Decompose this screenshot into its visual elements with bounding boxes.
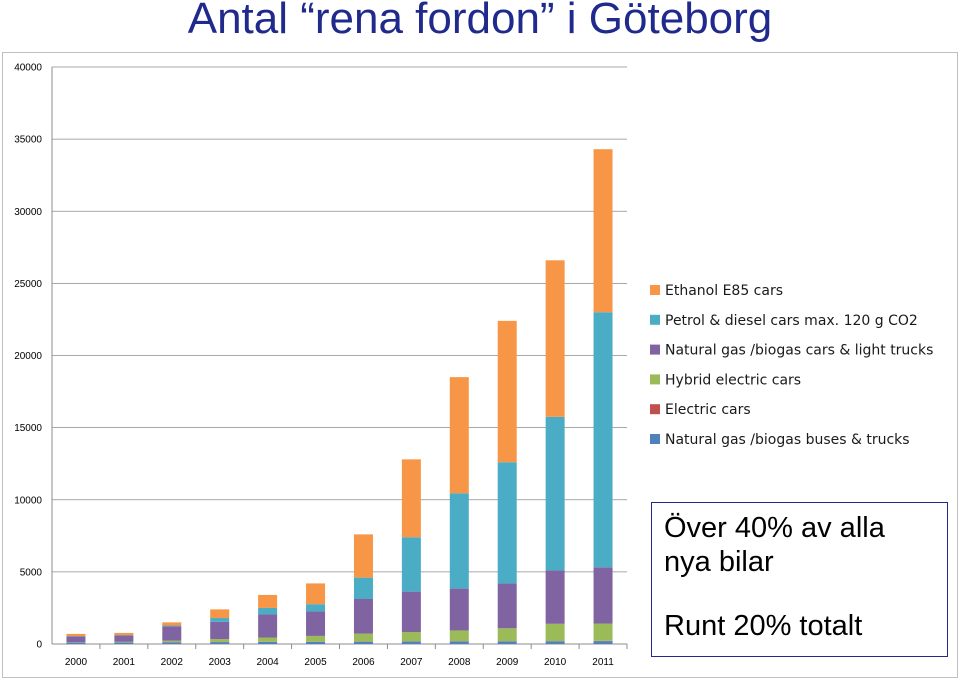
bar-segment [306,641,326,644]
bar-segment [545,260,565,417]
x-tick-label: 2010 [544,657,567,668]
legend-swatch [650,374,660,385]
x-tick-label: 2008 [448,657,471,668]
bar-segment [114,635,134,642]
chart-frame [2,52,958,678]
bar-segment [401,537,421,592]
bar-segment [593,312,613,568]
bar-segment [593,567,613,624]
bar-segment [545,623,565,642]
bar-segment [306,611,326,636]
bar-segment [258,607,278,615]
bar-segment [114,632,134,636]
bar-segment [258,641,278,644]
bar-segment [545,641,565,644]
page-title: Antal “rena fordon” i Göteborg [187,0,773,43]
y-tick-label: 25000 [14,279,42,290]
x-tick-label: 2004 [257,657,280,668]
bar-segment [449,377,469,494]
bar-segment [401,632,421,642]
bar-segment [353,641,373,644]
bar-segment [66,633,86,637]
legend-label: Natural gas /biogas cars & light trucks [665,343,933,359]
legend-swatch [650,314,660,325]
bar-segment [353,633,373,642]
callout-box: Över 40% av alla nya bilar Runt 20% tota… [651,502,948,657]
bar-segment [306,583,326,605]
bar-segment [497,583,517,629]
x-tick-label: 2005 [304,657,327,668]
bar-segment [449,630,469,642]
bar-segment [210,642,230,644]
bar-segment [162,640,182,643]
callout-line-1: Över 40% av alla [664,512,885,544]
bar-segment [497,628,517,642]
legend-label: Natural gas /biogas buses & trucks [665,432,910,448]
callout-line-3: Runt 20% totalt [664,610,863,642]
x-tick-label: 2000 [65,657,88,668]
x-tick-label: 2002 [161,657,184,668]
legend-swatch [650,285,660,295]
bar-segment [162,622,182,626]
bar-segment [114,641,134,643]
bar-segment [258,594,278,608]
bar-segment [401,591,421,633]
y-tick-label: 20000 [14,351,42,362]
bar-segment [114,642,134,644]
y-tick-label: 40000 [14,63,42,74]
bar-segment [497,462,517,584]
bar-segment [162,642,182,644]
legend-label: Ethanol E85 cars [665,283,783,299]
legend-label: Hybrid electric cars [665,372,801,388]
bar-segment [353,598,373,634]
legend-label: Electric cars [665,402,751,418]
callout-line-2: nya bilar [664,546,774,578]
bar-segment [449,641,469,644]
bar-segment [497,641,517,644]
bar-segment [401,641,421,644]
bar-segment [593,641,613,644]
bar-segment [210,618,230,622]
bar-segment [497,320,517,463]
y-tick-label: 30000 [14,207,42,218]
bar-segment [258,637,278,642]
bar-segment [210,639,230,642]
bar-segment [401,459,421,538]
bar-segment [545,570,565,624]
bar-segment [306,604,326,612]
y-tick-label: 10000 [14,495,42,506]
bar-segment [162,625,182,627]
bar-segment [66,642,86,644]
bar-segment [66,636,86,643]
bar-segment [210,621,230,640]
legend-swatch [650,434,660,444]
bar-segment [353,534,373,578]
x-tick-label: 2007 [400,657,423,668]
y-tick-label: 35000 [14,135,42,146]
bar-segment [306,635,326,642]
legend-swatch [650,404,660,415]
bar-segment [545,416,565,571]
x-tick-label: 2001 [113,657,136,668]
x-tick-label: 2006 [352,657,375,668]
x-tick-label: 2003 [209,657,232,668]
bar-segment [162,626,182,641]
y-tick-label: 5000 [20,567,43,578]
bar-segment [258,614,278,638]
legend-label: Petrol & diesel cars max. 120 g CO2 [665,313,918,329]
bar-segment [449,493,469,589]
y-tick-label: 15000 [14,423,42,434]
x-tick-label: 2009 [496,657,519,668]
y-tick-label: 0 [36,640,42,651]
x-tick-label: 2011 [592,657,614,668]
bar-segment [593,623,613,641]
bar-segment [449,588,469,631]
bar-segment [353,577,373,599]
legend-swatch [650,344,660,355]
bar-segment [210,609,230,619]
bar-segment [593,149,613,313]
